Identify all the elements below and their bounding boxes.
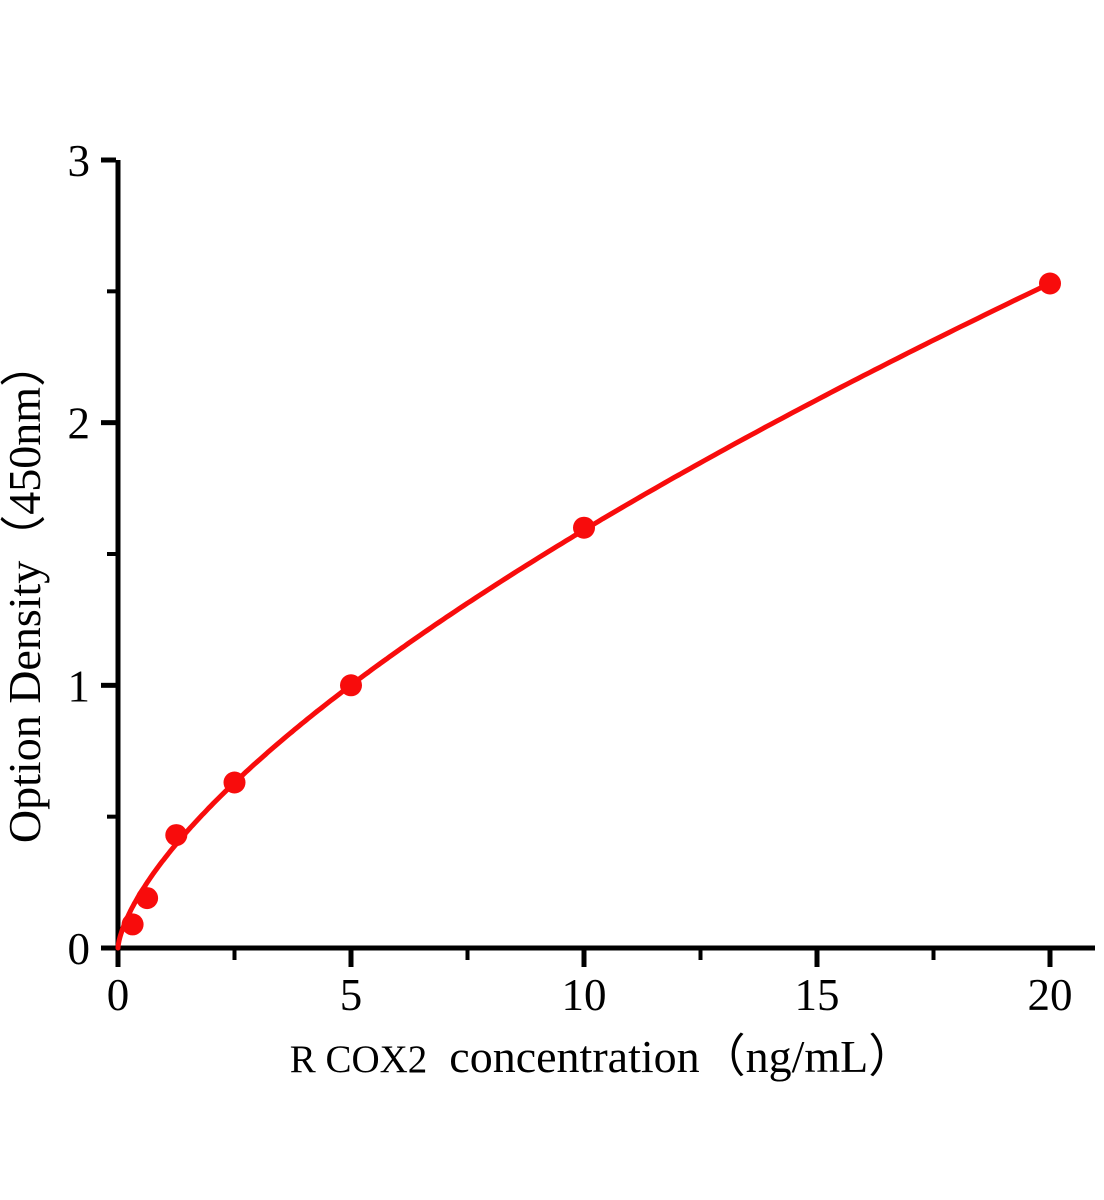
y-major-ticks (101, 157, 116, 951)
y-minor-ticks (107, 289, 116, 819)
y-tick-label: 1 (68, 661, 91, 711)
data-points (121, 272, 1061, 936)
data-point-marker (165, 824, 188, 847)
x-minor-ticks (232, 950, 936, 960)
y-tick-labels: 0 1 2 3 (68, 136, 91, 974)
y-axis-label: Option Density（450nm） (0, 341, 50, 843)
y-tick-label: 3 (68, 136, 91, 186)
x-axis-label: R COX2 concentration（ng/mL） (290, 1031, 915, 1082)
y-tick-label: 2 (68, 399, 91, 449)
data-point-marker (136, 887, 159, 910)
y-tick-label: 0 (68, 924, 91, 974)
x-major-ticks (115, 950, 1053, 967)
standard-curve (115, 280, 1053, 951)
x-axis-label-prefix: R COX2 (290, 1038, 428, 1081)
data-point-marker (1039, 272, 1061, 295)
x-tick-label: 10 (562, 970, 607, 1020)
x-tick-label: 20 (1028, 970, 1073, 1020)
data-point-marker (121, 913, 144, 936)
x-tick-labels: 0 5 10 15 20 (107, 970, 1073, 1020)
data-point-marker (573, 516, 595, 539)
x-tick-label: 0 (107, 970, 130, 1020)
data-point-marker (340, 674, 362, 697)
x-axis-label-main: concentration（ng/mL） (449, 1031, 914, 1082)
x-tick-label: 15 (795, 970, 840, 1020)
plot-area: 0 1 2 3 0 5 10 15 20 (68, 136, 1095, 1020)
data-point-marker (223, 771, 246, 794)
x-tick-label: 5 (340, 970, 363, 1020)
